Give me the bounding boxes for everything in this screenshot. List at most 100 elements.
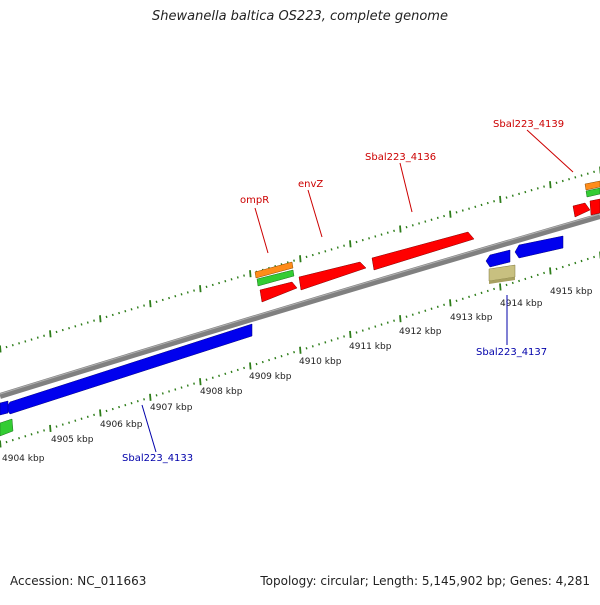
minor-tick <box>136 306 139 309</box>
minor-tick <box>18 342 21 345</box>
minor-tick <box>524 277 527 281</box>
minor-tick <box>30 433 33 436</box>
minor-tick <box>30 338 33 341</box>
gene-arrow-forward[interactable] <box>298 261 367 291</box>
gene-arrow-forward[interactable] <box>572 202 591 218</box>
gene-arrow-green[interactable] <box>0 418 14 437</box>
minor-tick <box>311 253 314 257</box>
genome-title: Shewanella baltica OS223, complete genom… <box>152 9 448 24</box>
major-tick <box>399 225 402 233</box>
minor-tick <box>555 267 558 271</box>
minor-tick <box>493 200 496 203</box>
minor-tick <box>61 423 64 426</box>
gene-arrow-green[interactable] <box>256 269 295 287</box>
minor-tick <box>286 352 289 356</box>
callout-line <box>399 162 413 213</box>
gene-arrow-green[interactable] <box>585 187 600 198</box>
minor-tick <box>230 278 233 281</box>
gene-arrow-orange[interactable] <box>584 180 600 191</box>
minor-tick <box>55 425 58 428</box>
major-tick <box>99 315 102 323</box>
minor-tick <box>280 354 283 358</box>
minor-tick <box>411 313 414 316</box>
scale-label: 4909 kbp <box>249 372 292 382</box>
minor-tick <box>424 309 427 312</box>
minor-tick <box>174 294 177 298</box>
minor-tick <box>155 394 158 397</box>
minor-tick <box>180 386 183 389</box>
minor-tick <box>93 319 96 322</box>
minor-tick <box>186 291 189 294</box>
callout-line <box>526 129 574 173</box>
gene-label-sbal223-4133[interactable]: Sbal223_4133 <box>122 453 193 464</box>
major-tick <box>549 267 552 275</box>
gene-arrow-reverse[interactable] <box>485 249 511 268</box>
major-tick <box>499 195 502 203</box>
minor-tick <box>393 229 396 233</box>
major-tick <box>0 440 2 448</box>
minor-tick <box>74 419 77 422</box>
minor-tick <box>455 211 458 214</box>
minor-tick <box>236 276 239 279</box>
minor-tick <box>55 330 58 334</box>
gene-arrow-forward[interactable] <box>589 198 600 216</box>
minor-tick <box>36 431 39 434</box>
minor-tick <box>111 313 114 317</box>
minor-tick <box>411 224 414 227</box>
gene-arrow-reverse[interactable] <box>0 400 9 416</box>
major-tick <box>199 285 202 293</box>
minor-tick <box>543 185 546 188</box>
minor-tick <box>586 172 589 175</box>
gene-arrow-reverse[interactable] <box>514 235 564 259</box>
scale-label: 4913 kbp <box>450 313 493 323</box>
minor-tick <box>105 409 108 413</box>
major-tick <box>249 270 252 278</box>
minor-tick <box>311 345 314 348</box>
minor-tick <box>111 407 114 411</box>
major-tick <box>299 346 302 354</box>
minor-tick <box>418 222 421 225</box>
minor-tick <box>136 400 139 403</box>
major-tick <box>149 300 152 308</box>
minor-tick <box>480 291 483 295</box>
minor-tick <box>68 421 71 424</box>
scale-labels: 4904 kbp 4905 kbp 4906 kbp 4907 kbp 4908… <box>2 287 593 464</box>
minor-tick <box>205 285 208 288</box>
minor-tick <box>324 341 327 344</box>
minor-tick <box>5 440 8 444</box>
genome-backbone-highlight <box>0 213 600 395</box>
major-tick <box>499 283 502 291</box>
gene-label-ompR[interactable]: ompR <box>240 195 269 206</box>
minor-tick <box>211 376 214 379</box>
major-tick <box>549 181 552 189</box>
gene-arrow-forward[interactable] <box>259 281 298 303</box>
minor-tick <box>330 339 333 342</box>
minor-tick <box>380 233 383 236</box>
gene-arrow-orange[interactable] <box>254 261 294 279</box>
genome-backbone <box>0 213 600 399</box>
gene-label-envZ[interactable]: envZ <box>298 179 323 190</box>
minor-tick <box>505 283 508 287</box>
accession-text: Accession: NC_011663 <box>10 574 147 588</box>
major-tick <box>249 362 252 370</box>
minor-tick <box>580 259 583 263</box>
gene-label-sbal223-4139[interactable]: Sbal223_4139 <box>493 119 564 130</box>
minor-tick <box>43 334 46 337</box>
minor-tick <box>211 283 214 287</box>
minor-tick <box>293 259 296 262</box>
topology-summary-text: Topology: circular; Length: 5,145,902 bp… <box>260 574 590 588</box>
minor-tick <box>430 218 433 221</box>
minor-tick <box>168 390 171 393</box>
minor-tick <box>268 358 271 362</box>
minor-tick <box>518 192 521 196</box>
gene-arrow-forward[interactable] <box>371 231 475 271</box>
scale-label: 4907 kbp <box>150 403 193 413</box>
minor-tick <box>530 275 533 279</box>
minor-tick <box>374 325 377 328</box>
major-tick <box>349 330 352 339</box>
gene-label-sbal223-4137[interactable]: Sbal223_4137 <box>476 347 547 358</box>
gene-label-sbal223-4136[interactable]: Sbal223_4136 <box>365 152 436 163</box>
minor-tick <box>518 279 521 283</box>
gene-arrow-reverse[interactable] <box>5 323 253 415</box>
minor-tick <box>368 327 371 330</box>
